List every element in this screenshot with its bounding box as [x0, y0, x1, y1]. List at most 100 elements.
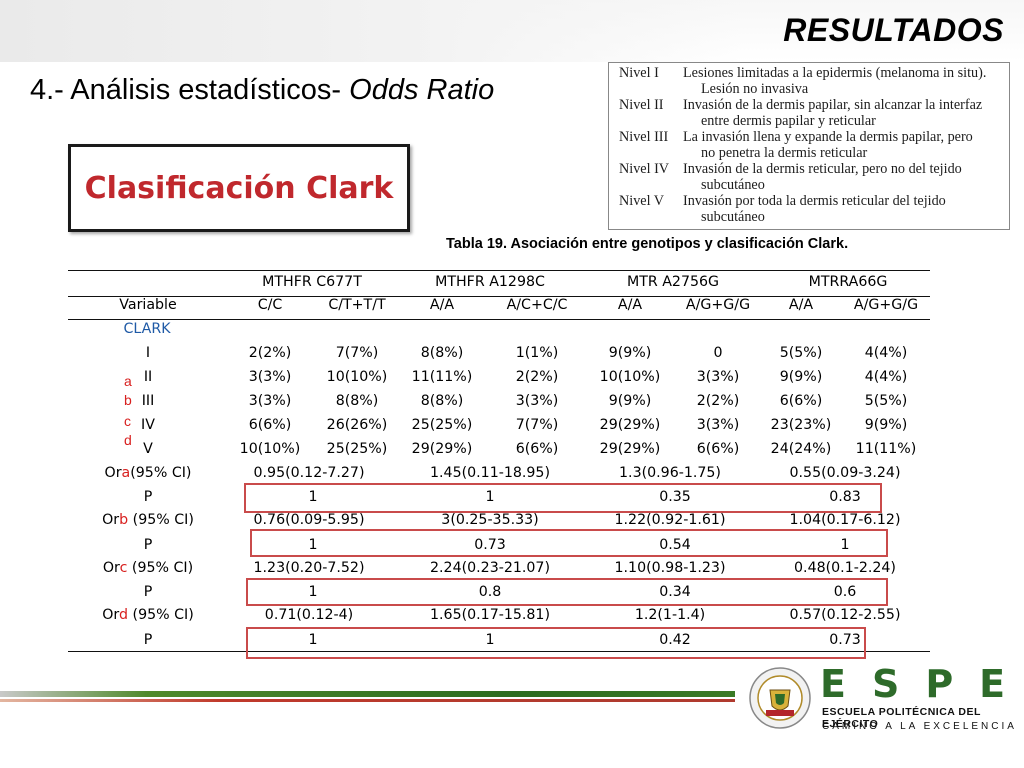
clark-level-label: IV	[141, 417, 155, 433]
p-value: 0.54	[659, 537, 691, 553]
p-value: 0.8	[478, 584, 502, 600]
table-cell: 3(3%)	[248, 369, 292, 385]
clark-level-line: Invasión de la dermis reticular, pero no…	[683, 161, 962, 177]
table-cell: 3(3%)	[696, 417, 740, 433]
table-cell: 24(24%)	[770, 441, 832, 457]
clark-level-description: Invasión por toda la dermis reticular de…	[683, 193, 1003, 225]
table-cell: 25(25%)	[326, 441, 388, 457]
clark-level-label: III	[141, 393, 155, 409]
odds-ratio-label-text: (95% CI)	[127, 560, 194, 576]
p-value-highlight	[244, 483, 882, 513]
table-cell: 6(6%)	[779, 393, 823, 409]
odds-ratio-label-text: (95% CI)	[128, 607, 194, 623]
odds-ratio-value: 1.23(0.20-7.52)	[253, 560, 365, 576]
clark-level-label: II	[143, 369, 153, 385]
clark-level-description: Invasión de la dermis papilar, sin alcan…	[683, 97, 1003, 129]
espe-logo-name: ESCUELA POLITÉCNICA DEL EJÉRCITO	[822, 706, 981, 730]
odds-ratio-value: 0.55(0.09-3.24)	[789, 465, 901, 481]
gene-header: MTRRA66G	[808, 274, 888, 290]
slide-subtitle: 4.- Análisis estadísticos- Odds Ratio	[30, 74, 494, 107]
table-cell: 3(3%)	[515, 393, 559, 409]
p-label: P	[143, 489, 153, 505]
clark-level-line: no penetra la dermis reticular	[701, 145, 868, 161]
table-cell: 1(1%)	[515, 345, 559, 361]
table-cell: 9(9%)	[779, 369, 823, 385]
table-cell: 2(2%)	[248, 345, 292, 361]
p-value: 1	[308, 489, 318, 505]
table-cell: 3(3%)	[696, 369, 740, 385]
table-cell: 7(7%)	[515, 417, 559, 433]
clark-level-key: Nivel I	[619, 65, 659, 81]
clark-level-line: La invasión llena y expande la dermis pa…	[683, 129, 973, 145]
table-cell: 10(10%)	[599, 369, 661, 385]
odds-ratio-value: 0.57(0.12-2.55)	[789, 607, 901, 623]
odds-ratio-label-text: Or	[104, 465, 122, 481]
table-cell: 29(29%)	[411, 441, 473, 457]
odds-ratio-label: Ord (95% CI)	[102, 607, 194, 623]
table-cell: 25(25%)	[411, 417, 473, 433]
p-value: 0.6	[833, 584, 857, 600]
clark-level-3: Nivel III La invasión llena y expande la …	[619, 129, 1003, 161]
p-value-highlight	[246, 578, 888, 606]
genotype-header: C/T+T/T	[328, 297, 386, 313]
table-cell: 23(23%)	[770, 417, 832, 433]
p-label: P	[143, 584, 153, 600]
table-cell: 7(7%)	[335, 345, 379, 361]
odds-ratio-label-text: (95% CI)	[130, 465, 192, 481]
clark-level-line: Lesiones limitadas a la epidermis (melan…	[683, 65, 987, 81]
odds-ratio-label-text: Or	[102, 607, 120, 623]
comparison-letter: c	[124, 413, 131, 429]
p-value: 0.73	[829, 632, 861, 648]
section-title: RESULTADOS	[783, 12, 1004, 48]
clark-level-line: subcutáneo	[701, 209, 765, 225]
table-cell: 9(9%)	[608, 345, 652, 361]
table-rule	[68, 319, 930, 320]
header-band-shade	[0, 0, 740, 62]
table-cell: 8(8%)	[420, 345, 464, 361]
table-cell: 10(10%)	[239, 441, 301, 457]
p-value: 1	[308, 632, 318, 648]
genotype-header: A/A	[788, 297, 814, 313]
clark-level-key: Nivel III	[619, 129, 669, 145]
espe-logo-motto: CAMINO A LA EXCELENCIA	[822, 721, 1017, 732]
p-value: 1	[308, 537, 318, 553]
clark-level-line: Invasión de la dermis papilar, sin alcan…	[683, 97, 983, 113]
table-cell: 5(5%)	[779, 345, 823, 361]
genotype-header: A/A	[617, 297, 643, 313]
genotype-header: A/C+C/C	[506, 297, 568, 313]
comparison-letter: d	[124, 432, 132, 448]
clark-level-5: Nivel V Invasión por toda la dermis retic…	[619, 193, 1003, 225]
clark-level-line: Lesión no invasiva	[701, 81, 809, 97]
clark-level-description: La invasión llena y expande la dermis pa…	[683, 129, 1003, 161]
odds-ratio-letter: c	[119, 560, 128, 576]
gene-header: MTHFR A1298C	[435, 274, 545, 290]
espe-seal-icon	[749, 667, 811, 729]
clark-level-label: V	[143, 441, 153, 457]
odds-ratio-value: 1.10(0.98-1.23)	[614, 560, 726, 576]
odds-ratio-value: 1.2(1-1.4)	[634, 607, 706, 623]
clark-level-4: Nivel IV Invasión de la dermis reticular,…	[619, 161, 1003, 193]
gene-header: MTR A2756G	[626, 274, 720, 290]
table-cell: 8(8%)	[335, 393, 379, 409]
clark-level-description: Invasión de la dermis reticular, pero no…	[683, 161, 1003, 193]
clark-level-1: Nivel I Lesiones limitadas a la epidermis…	[619, 65, 1003, 97]
clark-level-key: Nivel II	[619, 97, 664, 113]
table-cell: 6(6%)	[248, 417, 292, 433]
odds-ratio-value: 3(0.25-35.33)	[441, 512, 539, 528]
odds-ratio-value: 0.95(0.12-7.27)	[253, 465, 365, 481]
odds-ratio-label-text: Or	[102, 512, 120, 528]
clark-group-label: CLARK	[123, 321, 171, 337]
odds-ratio-value: 2.24(0.23-21.07)	[430, 560, 550, 576]
p-value: 0.34	[659, 584, 691, 600]
genotype-header: A/G+G/G	[685, 297, 751, 313]
clark-level-key: Nivel IV	[619, 161, 670, 177]
footer-green-bar	[0, 691, 735, 697]
odds-ratio-value: 1.3(0.96-1.75)	[619, 465, 721, 481]
clark-level-description: Lesiones limitadas a la epidermis (melan…	[683, 65, 1003, 97]
table-cell: 29(29%)	[599, 441, 661, 457]
odds-ratio-value: 1.04(0.17-6.12)	[789, 512, 901, 528]
table-cell: 10(10%)	[326, 369, 388, 385]
table-cell: 8(8%)	[420, 393, 464, 409]
comparison-letter: a	[124, 373, 132, 389]
clark-levels-definition: Nivel I Lesiones limitadas a la epidermis…	[608, 62, 1010, 230]
